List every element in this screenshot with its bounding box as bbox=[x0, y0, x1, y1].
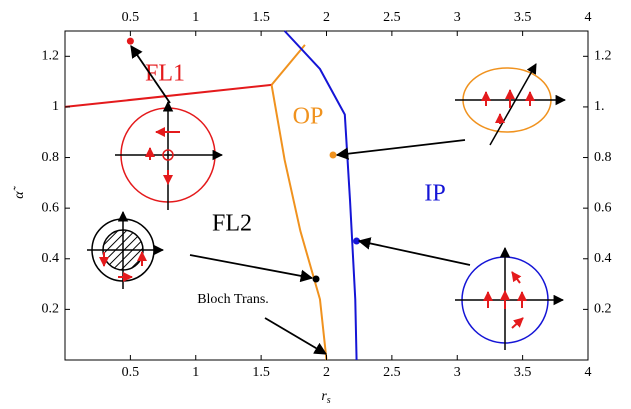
y-tick-label: 0.2 bbox=[42, 302, 60, 317]
x-tick-label: 4 bbox=[585, 365, 592, 380]
pointer-arrows bbox=[130, 44, 471, 355]
y-tick-label: 1.2 bbox=[42, 49, 60, 64]
x-tick-label: 1.5 bbox=[252, 365, 270, 380]
x-top-tick-label: 4 bbox=[585, 10, 592, 25]
x-tick-label: 2 bbox=[323, 365, 330, 380]
inset-fl1 bbox=[115, 100, 224, 210]
region-label: OP bbox=[293, 104, 324, 130]
boundary-line bbox=[64, 83, 272, 108]
y-tick-label: 0.4 bbox=[42, 251, 60, 266]
y-tick-label: 1 bbox=[52, 99, 59, 114]
x-top-tick-label: 2.5 bbox=[383, 10, 401, 25]
y2-tick-label: 0.6 bbox=[594, 200, 612, 215]
x-tick-label: 3.5 bbox=[514, 365, 532, 380]
y-tick-label: 0.8 bbox=[42, 150, 60, 165]
x-top-tick-label: 0.5 bbox=[122, 10, 140, 25]
marks bbox=[64, 30, 361, 361]
region-label: FL2 bbox=[212, 211, 252, 237]
point bbox=[312, 275, 320, 283]
point bbox=[126, 37, 134, 45]
x-top-tick-label: 2 bbox=[323, 10, 330, 25]
x-axis-label: r bbox=[321, 389, 327, 404]
y-tick-label: 0.6 bbox=[42, 200, 60, 215]
x-axis-label: rs bbox=[321, 389, 330, 406]
region-label: FL1 bbox=[145, 61, 185, 87]
boundary-line bbox=[270, 44, 306, 86]
x-top-tick-label: 1 bbox=[192, 10, 199, 25]
x-axis-label-sub: s bbox=[327, 395, 331, 406]
inset-fl2 bbox=[87, 210, 165, 289]
y2-tick-label: 1.2 bbox=[594, 49, 612, 64]
y2-tick-label: 1. bbox=[594, 99, 605, 114]
x-tick-label: 0.5 bbox=[122, 365, 140, 380]
point bbox=[329, 151, 337, 159]
x-tick-label: 3 bbox=[454, 365, 461, 380]
y2-tick-label: 0.2 bbox=[594, 302, 612, 317]
y-axis-label: α̃ bbox=[12, 185, 27, 198]
inset-ip bbox=[455, 246, 565, 350]
region-label: IP bbox=[424, 181, 445, 207]
y2-tick-label: 0.8 bbox=[594, 150, 612, 165]
x-top-tick-label: 1.5 bbox=[252, 10, 270, 25]
inset-op bbox=[455, 63, 567, 146]
x-top-tick-label: 3 bbox=[454, 10, 461, 25]
x-tick-label: 1 bbox=[192, 365, 199, 380]
y2-tick-label: 0.4 bbox=[594, 251, 612, 266]
boundary-line bbox=[270, 84, 328, 361]
annotation: Bloch Trans. bbox=[197, 292, 269, 307]
x-tick-label: 2.5 bbox=[383, 365, 401, 380]
x-top-tick-label: 3.5 bbox=[514, 10, 532, 25]
